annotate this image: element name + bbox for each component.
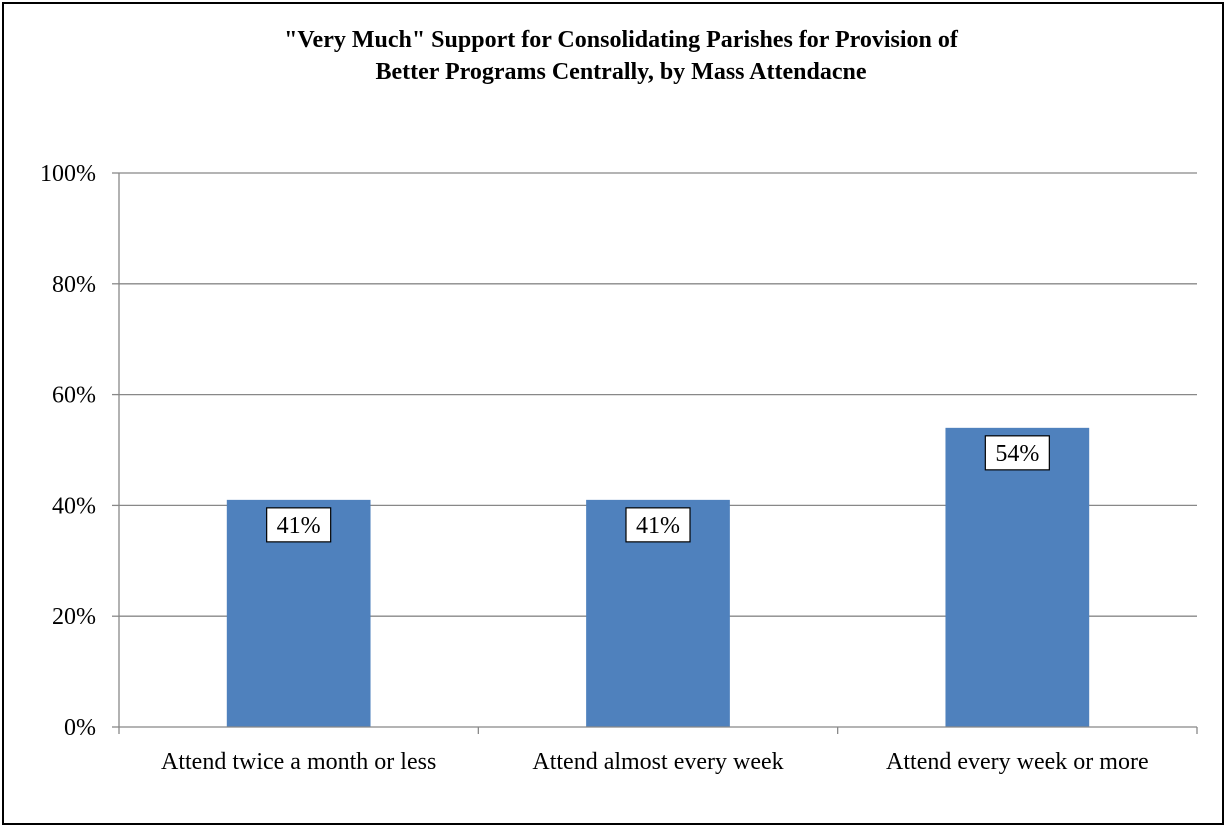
y-tick-label: 100%: [40, 161, 96, 187]
x-category-label: Attend every week or more: [886, 749, 1149, 775]
x-category-label: Attend twice a month or less: [161, 749, 436, 775]
data-label: 41%: [636, 513, 680, 539]
bars: [226, 427, 1090, 727]
data-label-box: [266, 507, 332, 543]
bar: [945, 427, 1090, 727]
y-tick-label: 40%: [52, 493, 96, 519]
data-label: 41%: [277, 513, 321, 539]
y-axis-ticks: 0% 20% 40% 60% 80% 100%: [40, 161, 119, 741]
y-tick-label: 80%: [52, 272, 96, 298]
data-label: 54%: [995, 441, 1039, 467]
x-axis-categories: Attend twice a month or less Attend almos…: [161, 749, 1149, 775]
y-tick-label: 20%: [52, 604, 96, 630]
data-label-box: [625, 507, 691, 543]
data-label-box: [984, 435, 1050, 471]
y-tick-label: 60%: [52, 383, 96, 409]
data-labels: 41% 41% 54%: [266, 435, 1050, 543]
axes: [118, 173, 1198, 734]
chart-title-line-2: Better Programs Centrally, by Mass Atten…: [375, 59, 866, 85]
chart-title-line-1: "Very Much" Support for Consolidating Pa…: [284, 27, 959, 53]
y-tick-label: 0%: [64, 715, 96, 741]
x-category-label: Attend almost every week: [532, 749, 783, 775]
